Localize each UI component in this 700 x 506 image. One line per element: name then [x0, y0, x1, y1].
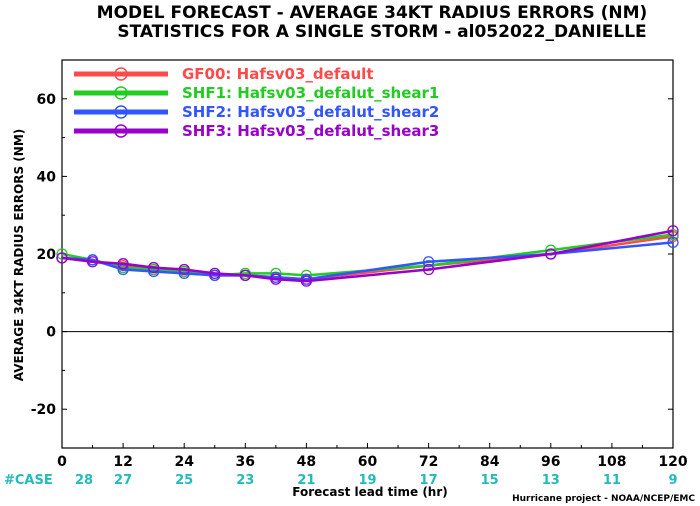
x-tick-label: 0 — [57, 454, 67, 470]
chart-title: MODEL FORECAST - AVERAGE 34KT RADIUS ERR… — [97, 3, 648, 23]
series-point — [667, 225, 679, 237]
series-point — [56, 252, 68, 264]
series-point — [209, 267, 221, 280]
plot-area: -20 0 20 40 60 0 28 12 27 24 25 36 23 48 21 60 19 72 17 84 1… — [31, 59, 688, 488]
case-count: 17 — [420, 473, 438, 488]
series-point — [667, 228, 679, 241]
series-point — [178, 263, 190, 276]
case-count: 11 — [603, 473, 621, 488]
x-tick-label: 48 — [297, 454, 316, 470]
case-count: 25 — [175, 473, 193, 488]
y-tick-label: 20 — [37, 247, 57, 263]
x-axis-label: Forecast lead time (hr) — [292, 485, 448, 499]
y-axis-label: AVERAGE 34KT RADIUS ERRORS (NM) — [12, 129, 26, 381]
series-point — [422, 263, 435, 276]
x-tick-label: 12 — [113, 454, 132, 470]
x-tick-label: 36 — [236, 454, 255, 470]
y-tick-label: -20 — [31, 402, 57, 418]
legend-marker — [114, 124, 128, 138]
case-count: 27 — [114, 473, 132, 488]
legend-marker — [114, 105, 128, 119]
series-point — [117, 258, 129, 270]
series-point — [545, 248, 557, 260]
credit-text: Hurricane project - NOAA/NCEP/EMC — [512, 494, 695, 504]
case-label: #CASE — [4, 473, 53, 488]
case-count: 23 — [236, 473, 254, 488]
x-tick-label: 24 — [174, 454, 194, 470]
series-point — [239, 269, 251, 281]
x-tick-label: 84 — [480, 454, 500, 470]
chart-subtitle: STATISTICS FOR A SINGLE STORM - al052022… — [117, 22, 646, 42]
x-tick-label: 60 — [358, 454, 378, 470]
legend-label: SHF3: Hafsv03_defalut_shear3 — [182, 122, 439, 140]
series-point — [300, 275, 313, 287]
case-count: 19 — [358, 473, 376, 488]
y-tick-label: 60 — [37, 92, 57, 108]
series-point — [270, 273, 282, 285]
case-count: 21 — [297, 473, 315, 488]
y-tick-label: 40 — [37, 169, 57, 185]
x-tick-label: 120 — [658, 454, 687, 470]
case-count: 15 — [481, 473, 499, 488]
y-tick-label: 0 — [46, 325, 56, 341]
legend-label: GF00: Hafsv03_default — [182, 65, 373, 83]
series-point — [86, 256, 99, 268]
case-count: 28 — [75, 473, 93, 488]
case-count: 13 — [542, 473, 560, 488]
series-point — [667, 236, 679, 249]
case-count: 9 — [668, 473, 677, 488]
x-tick-label: 72 — [419, 454, 438, 470]
legend-label: SHF2: Hafsv03_defalut_shear2 — [182, 103, 439, 121]
legend-marker — [114, 67, 128, 81]
series-point — [147, 261, 160, 274]
legend-label: SHF1: Hafsv03_defalut_shear1 — [182, 84, 439, 102]
legend-marker — [114, 86, 128, 100]
series-point — [422, 256, 435, 268]
x-tick-label: 108 — [597, 454, 626, 470]
x-tick-label: 96 — [541, 454, 560, 470]
